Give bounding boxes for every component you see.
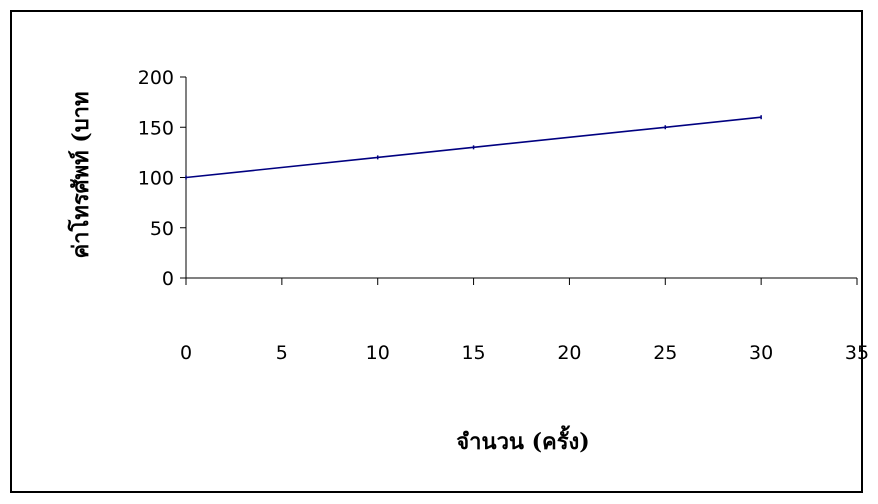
y-tick-label: 100 (138, 168, 174, 190)
chart-frame (10, 10, 863, 493)
y-tick-label: 200 (138, 67, 174, 89)
x-tick-label: 15 (461, 342, 485, 364)
x-tick-label: 10 (366, 342, 390, 364)
y-tick-label: 0 (162, 268, 174, 290)
x-tick-label: 0 (180, 342, 192, 364)
x-tick-label: 35 (845, 342, 869, 364)
x-tick-label: 25 (653, 342, 677, 364)
x-axis-ticks: 0 5 10 15 20 25 30 35 (180, 278, 869, 364)
x-tick-label: 20 (557, 342, 581, 364)
x-tick-label: 30 (749, 342, 773, 364)
y-tick-label: 50 (150, 218, 174, 240)
series-layer (185, 115, 762, 180)
y-axis-title: ค่าโทรศัพท์ (บาท (67, 91, 94, 258)
axes (185, 77, 857, 279)
x-axis-title: จำนวน (ครั้ง) (456, 425, 589, 455)
y-tick-label: 150 (138, 117, 174, 139)
y-axis-ticks: 0 50 100 150 200 (138, 67, 186, 290)
x-tick-label: 5 (276, 342, 288, 364)
